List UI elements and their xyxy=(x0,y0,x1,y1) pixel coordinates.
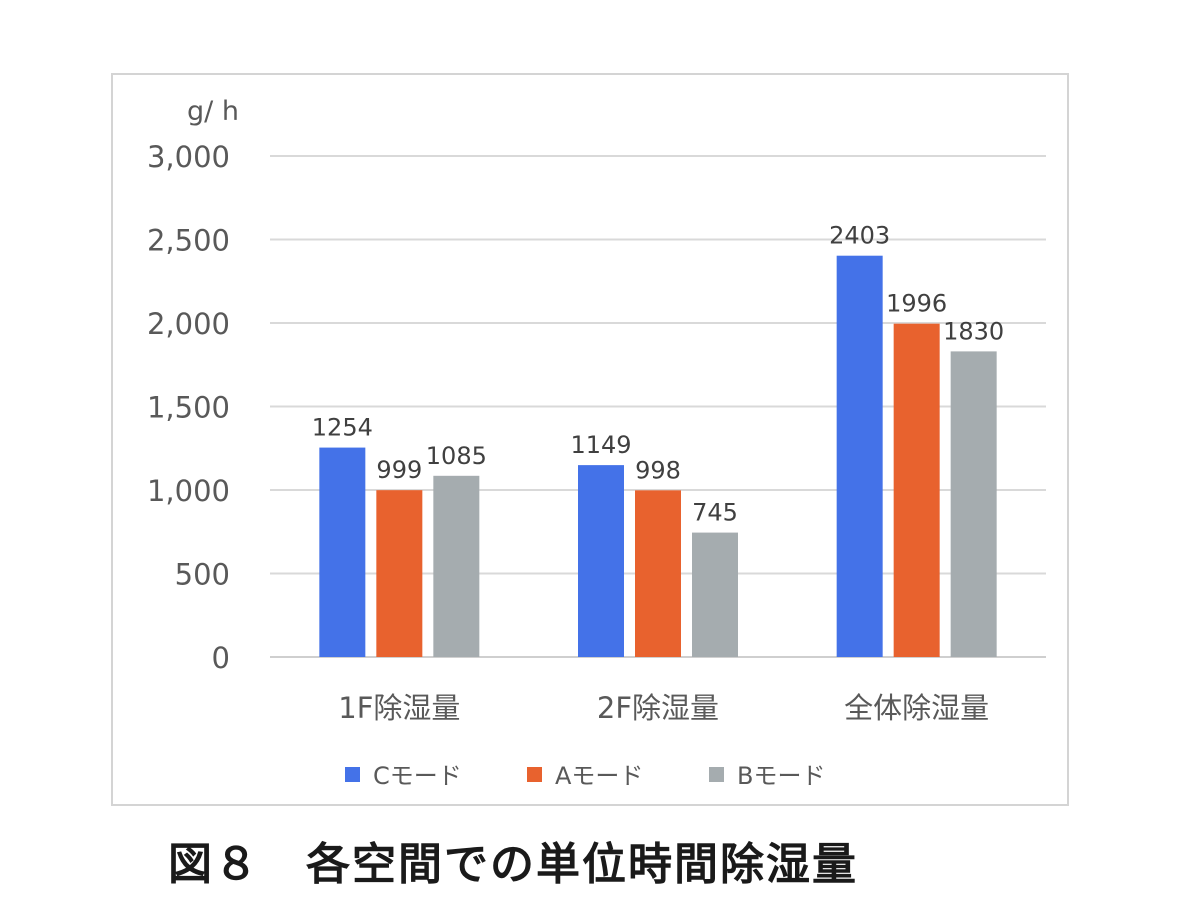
data-label: 2403 xyxy=(829,222,890,250)
legend-label: Aモード xyxy=(555,762,643,790)
figure-caption: 図８ 各空間での単位時間除湿量 xyxy=(168,839,858,890)
x-category-label: 2F除湿量 xyxy=(597,691,719,725)
data-label: 1149 xyxy=(570,431,631,459)
bar xyxy=(836,255,883,657)
legend-swatch xyxy=(527,767,542,782)
bar xyxy=(692,532,738,657)
data-label: 998 xyxy=(635,456,681,484)
bar xyxy=(893,323,940,657)
bar xyxy=(578,465,624,657)
y-unit-label: g/ h xyxy=(187,96,239,127)
bar xyxy=(950,351,997,657)
bar xyxy=(635,490,681,657)
bar xyxy=(433,475,480,657)
x-category-label: 1F除湿量 xyxy=(338,691,460,725)
legend-swatch xyxy=(709,767,724,782)
bar xyxy=(376,490,423,657)
legend-swatch xyxy=(345,767,360,782)
y-tick-label: 0 xyxy=(212,641,230,675)
y-tick-label: 500 xyxy=(175,558,230,592)
y-tick-label: 1,500 xyxy=(147,391,230,425)
data-label: 999 xyxy=(376,456,422,484)
y-tick-label: 1,000 xyxy=(147,474,230,508)
data-label: 745 xyxy=(692,499,738,527)
legend-label: Bモード xyxy=(737,762,825,790)
y-tick-label: 2,500 xyxy=(147,224,230,258)
x-category-label: 全体除湿量 xyxy=(844,691,989,725)
data-label: 1085 xyxy=(426,442,487,470)
y-tick-label: 2,000 xyxy=(147,307,230,341)
legend-label: Cモード xyxy=(373,762,462,790)
data-label: 1830 xyxy=(943,317,1004,345)
y-tick-label: 3,000 xyxy=(147,140,230,174)
data-label: 1254 xyxy=(312,414,373,442)
data-label: 1996 xyxy=(886,290,947,318)
bar xyxy=(319,447,366,657)
